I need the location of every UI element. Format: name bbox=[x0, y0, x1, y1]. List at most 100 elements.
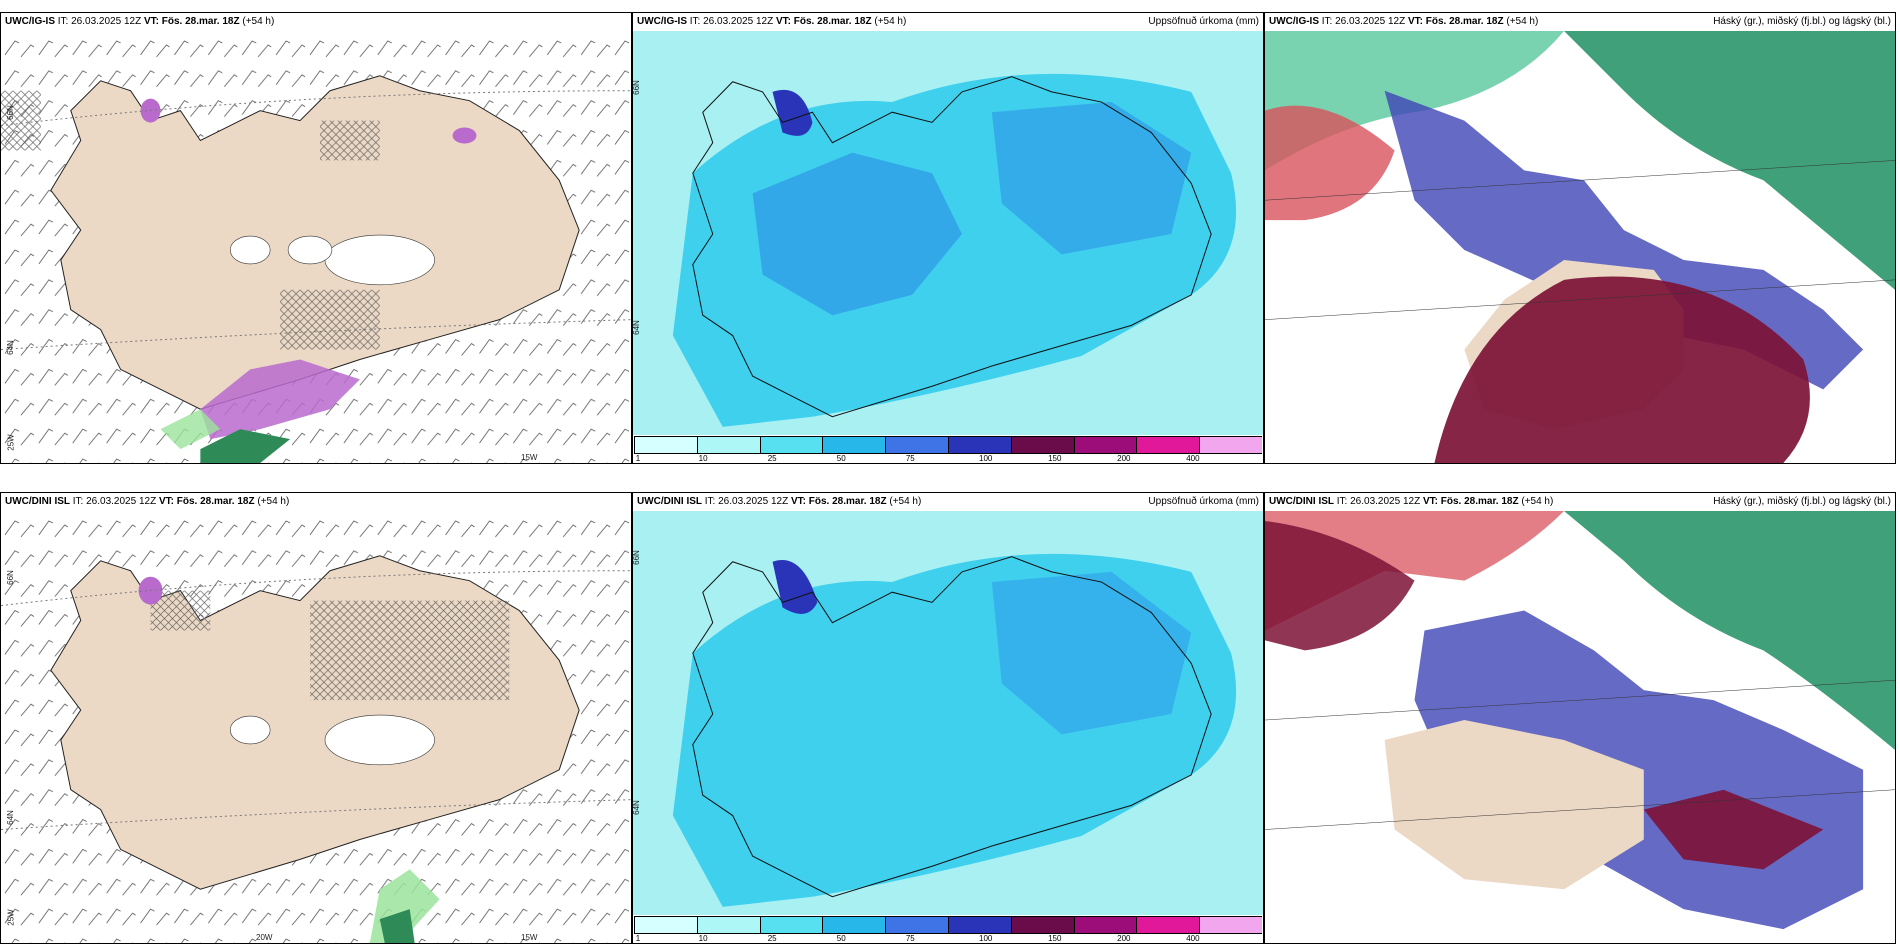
model-name: UWC/DINI ISL bbox=[637, 496, 702, 507]
colorbar-bin bbox=[885, 917, 948, 933]
colorbar-bin bbox=[634, 917, 697, 933]
model-name: UWC/IG-IS bbox=[5, 16, 55, 27]
colorbar-bin bbox=[1199, 917, 1262, 933]
model-name: UWC/DINI ISL bbox=[5, 496, 70, 507]
panel-header: UWC/IG-IS IT: 26.03.2025 12Z VT: Fös. 28… bbox=[633, 13, 1263, 31]
colorbar-bin bbox=[1199, 437, 1262, 453]
colorbar-bin bbox=[1010, 437, 1074, 453]
lead-time: (+54 h) bbox=[874, 16, 907, 27]
panel-header: UWC/DINI ISL IT: 26.03.2025 12Z VT: Fös.… bbox=[1, 493, 631, 511]
model-name: UWC/IG-IS bbox=[637, 16, 687, 27]
panel-header: UWC/DINI ISL IT: 26.03.2025 12Z VT: Fös.… bbox=[633, 493, 1263, 511]
colorbar-bin bbox=[1010, 917, 1074, 933]
colorbar-bin bbox=[759, 437, 823, 453]
field-title: Uppsöfnuð úrkoma (mm) bbox=[1148, 496, 1259, 507]
colorbar-tick: 25 bbox=[767, 934, 777, 943]
valid-time-label: VT: bbox=[158, 496, 174, 507]
colorbar-bin bbox=[822, 917, 886, 933]
colorbar-tick: 200 bbox=[1117, 454, 1131, 463]
precip-map[interactable] bbox=[633, 511, 1263, 915]
valid-time-label: VT: bbox=[143, 16, 159, 27]
colorbar-tick: 25 bbox=[767, 454, 777, 463]
lon-label: 25W bbox=[6, 909, 16, 926]
colorbar-tick: 50 bbox=[836, 454, 846, 463]
lat-label: 64N bbox=[5, 340, 15, 355]
colorbar-tick: 150 bbox=[1048, 454, 1062, 463]
colorbar-bin bbox=[634, 437, 697, 453]
colorbar-tick: 75 bbox=[905, 454, 915, 463]
colorbar-tick: 1 bbox=[635, 454, 641, 463]
init-time: IT: 26.03.2025 12Z bbox=[689, 16, 774, 27]
lead-time: (+54 h) bbox=[257, 496, 290, 507]
init-time: IT: 26.03.2025 12Z bbox=[72, 496, 157, 507]
panel-top-right: UWC/IG-IS IT: 26.03.2025 12Z VT: Fös. 28… bbox=[1264, 12, 1896, 464]
colorbar-tick: 75 bbox=[905, 934, 915, 943]
panel-header: UWC/IG-IS IT: 26.03.2025 12Z VT: Fös. 28… bbox=[1, 13, 631, 31]
panel-top-left: UWC/IG-IS IT: 26.03.2025 12Z VT: Fös. 28… bbox=[0, 12, 632, 464]
colorbar-tick: 10 bbox=[698, 934, 708, 943]
valid-time-label: VT: bbox=[1407, 16, 1423, 27]
init-time: IT: 26.03.2025 12Z bbox=[1336, 496, 1421, 507]
valid-time: Fös. 28.mar. 18Z bbox=[161, 16, 240, 27]
init-time: IT: 26.03.2025 12Z bbox=[1321, 16, 1406, 27]
colorbar-tick: 100 bbox=[978, 934, 993, 943]
lat-label: 66N bbox=[5, 570, 15, 585]
colorbar-ticks: 1 10 25 50 75 100 150 200 400 bbox=[634, 454, 1262, 463]
colorbar-tick: 10 bbox=[698, 454, 708, 463]
cloud-map[interactable] bbox=[1265, 511, 1895, 943]
model-name: UWC/DINI ISL bbox=[1269, 496, 1334, 507]
lon-label: 15W bbox=[521, 933, 538, 942]
colorbar-bin bbox=[1073, 437, 1137, 453]
lat-label: 66N bbox=[5, 105, 15, 120]
lat-label: 64N bbox=[5, 810, 15, 825]
model-name: UWC/IG-IS bbox=[1269, 16, 1319, 27]
field-title: Háský (gr.), miðský (fj.bl.) og lágský (… bbox=[1713, 16, 1891, 27]
colorbar-bin bbox=[696, 437, 760, 453]
lat-label: 66N bbox=[632, 550, 641, 565]
valid-time-label: VT: bbox=[790, 496, 806, 507]
lon-label: 15W bbox=[521, 453, 538, 462]
colorbar-bin bbox=[885, 437, 948, 453]
precip-map[interactable] bbox=[633, 31, 1263, 435]
colorbar-tick: 150 bbox=[1048, 934, 1062, 943]
lead-time: (+54 h) bbox=[1521, 496, 1554, 507]
wind-snow-map[interactable] bbox=[1, 511, 631, 943]
colorbar-bin bbox=[947, 917, 1011, 933]
valid-time: Fös. 28.mar. 18Z bbox=[176, 496, 255, 507]
precip-colorbar: 1 10 25 50 75 100 150 200 400 bbox=[634, 436, 1262, 463]
init-time: IT: 26.03.2025 12Z bbox=[704, 496, 789, 507]
lon-label: 20W bbox=[256, 933, 273, 942]
cloud-map[interactable] bbox=[1265, 31, 1895, 463]
init-time: IT: 26.03.2025 12Z bbox=[57, 16, 142, 27]
lon-label: 25W bbox=[6, 434, 16, 451]
colorbar-swatches bbox=[634, 916, 1262, 934]
colorbar-tick: 200 bbox=[1117, 934, 1131, 943]
valid-time: Fös. 28.mar. 18Z bbox=[793, 16, 872, 27]
colorbar-bin bbox=[696, 917, 760, 933]
colorbar-tick: 50 bbox=[836, 934, 846, 943]
lead-time: (+54 h) bbox=[242, 16, 275, 27]
colorbar-tick: 100 bbox=[978, 454, 993, 463]
wind-snow-map[interactable] bbox=[1, 31, 631, 463]
colorbar-tick: 400 bbox=[1186, 934, 1200, 943]
colorbar-bin bbox=[1136, 437, 1200, 453]
valid-time-label: VT: bbox=[775, 16, 791, 27]
valid-time: Fös. 28.mar. 18Z bbox=[808, 496, 887, 507]
colorbar-bin bbox=[1136, 917, 1200, 933]
lat-label: 64N bbox=[632, 320, 641, 335]
colorbar-bin bbox=[822, 437, 886, 453]
valid-time-label: VT: bbox=[1422, 496, 1438, 507]
panel-bottom-middle: UWC/DINI ISL IT: 26.03.2025 12Z VT: Fös.… bbox=[632, 492, 1264, 944]
precip-colorbar: 1 10 25 50 75 100 150 200 400 bbox=[634, 916, 1262, 943]
colorbar-bin bbox=[947, 437, 1011, 453]
colorbar-swatches bbox=[634, 436, 1262, 454]
lead-time: (+54 h) bbox=[889, 496, 922, 507]
field-title: Uppsöfnuð úrkoma (mm) bbox=[1148, 16, 1259, 27]
valid-time: Fös. 28.mar. 18Z bbox=[1425, 16, 1504, 27]
colorbar-ticks: 1 10 25 50 75 100 150 200 400 bbox=[634, 934, 1262, 943]
lead-time: (+54 h) bbox=[1506, 16, 1539, 27]
valid-time: Fös. 28.mar. 18Z bbox=[1440, 496, 1519, 507]
colorbar-bin bbox=[759, 917, 823, 933]
colorbar-tick: 400 bbox=[1186, 454, 1200, 463]
field-title: Háský (gr.), miðský (fj.bl.) og lágský (… bbox=[1713, 496, 1891, 507]
